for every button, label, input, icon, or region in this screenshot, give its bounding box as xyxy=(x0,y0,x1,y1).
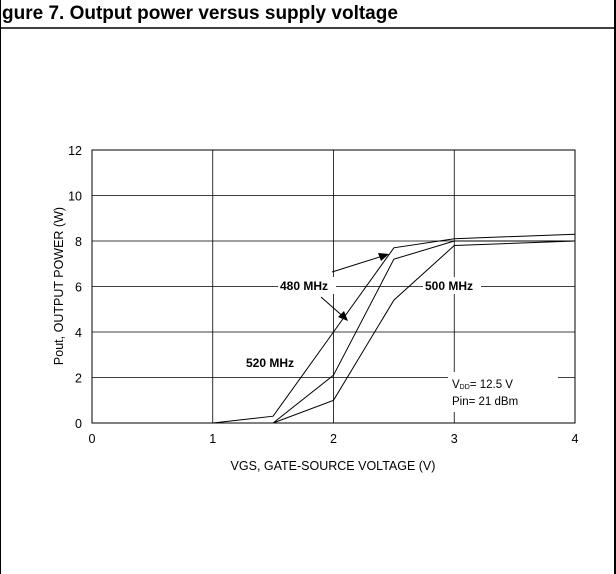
arrow-480-line xyxy=(331,254,387,273)
y-tick-label-1: 2 xyxy=(75,372,82,386)
arrow-480-head xyxy=(378,253,389,261)
vdd-condition: VDD= 12.5 V xyxy=(452,379,513,391)
x-tick-label-4: 4 xyxy=(572,432,579,446)
series-line-520-mhz xyxy=(212,233,576,424)
y-axis-label: Pout, OUTPUT POWER (W) xyxy=(52,207,66,365)
y-tick-label-2: 4 xyxy=(75,326,82,340)
plot-area-border xyxy=(91,149,576,424)
y-tick-label-5: 10 xyxy=(68,190,82,204)
x-tick-labels: 0 1 2 3 4 xyxy=(89,432,579,446)
y-tick-label-6: 12 xyxy=(68,144,82,158)
series-label-500: 500 MHz xyxy=(425,279,473,293)
y-tick-label-0: 0 xyxy=(75,417,82,431)
x-tick-label-3: 3 xyxy=(451,432,458,446)
x-tick-label-0: 0 xyxy=(89,432,96,446)
arrow-500-head xyxy=(338,311,348,321)
x-tick-label-2: 2 xyxy=(330,432,337,446)
label-480-background xyxy=(278,277,336,294)
x-axis-label: VGS, GATE-SOURCE VOLTAGE (V) xyxy=(231,459,436,473)
series-line-480-mhz xyxy=(272,240,575,424)
series-label-520: 520 MHz xyxy=(246,356,294,370)
series-label-480: 480 MHz xyxy=(280,279,328,293)
label-500-background xyxy=(423,277,481,294)
y-tick-labels: 0 2 4 6 8 10 12 xyxy=(68,144,82,431)
pin-condition: Pin= 21 dBm xyxy=(452,396,518,408)
figure-header: gure 7. Output power versus supply volta… xyxy=(2,3,398,24)
y-tick-label-3: 6 xyxy=(75,281,82,295)
series-line-500-mhz xyxy=(272,240,576,424)
y-tick-label-4: 8 xyxy=(75,235,82,249)
x-tick-label-1: 1 xyxy=(209,432,216,446)
conditions-box xyxy=(448,372,558,412)
series-lines xyxy=(212,233,576,424)
